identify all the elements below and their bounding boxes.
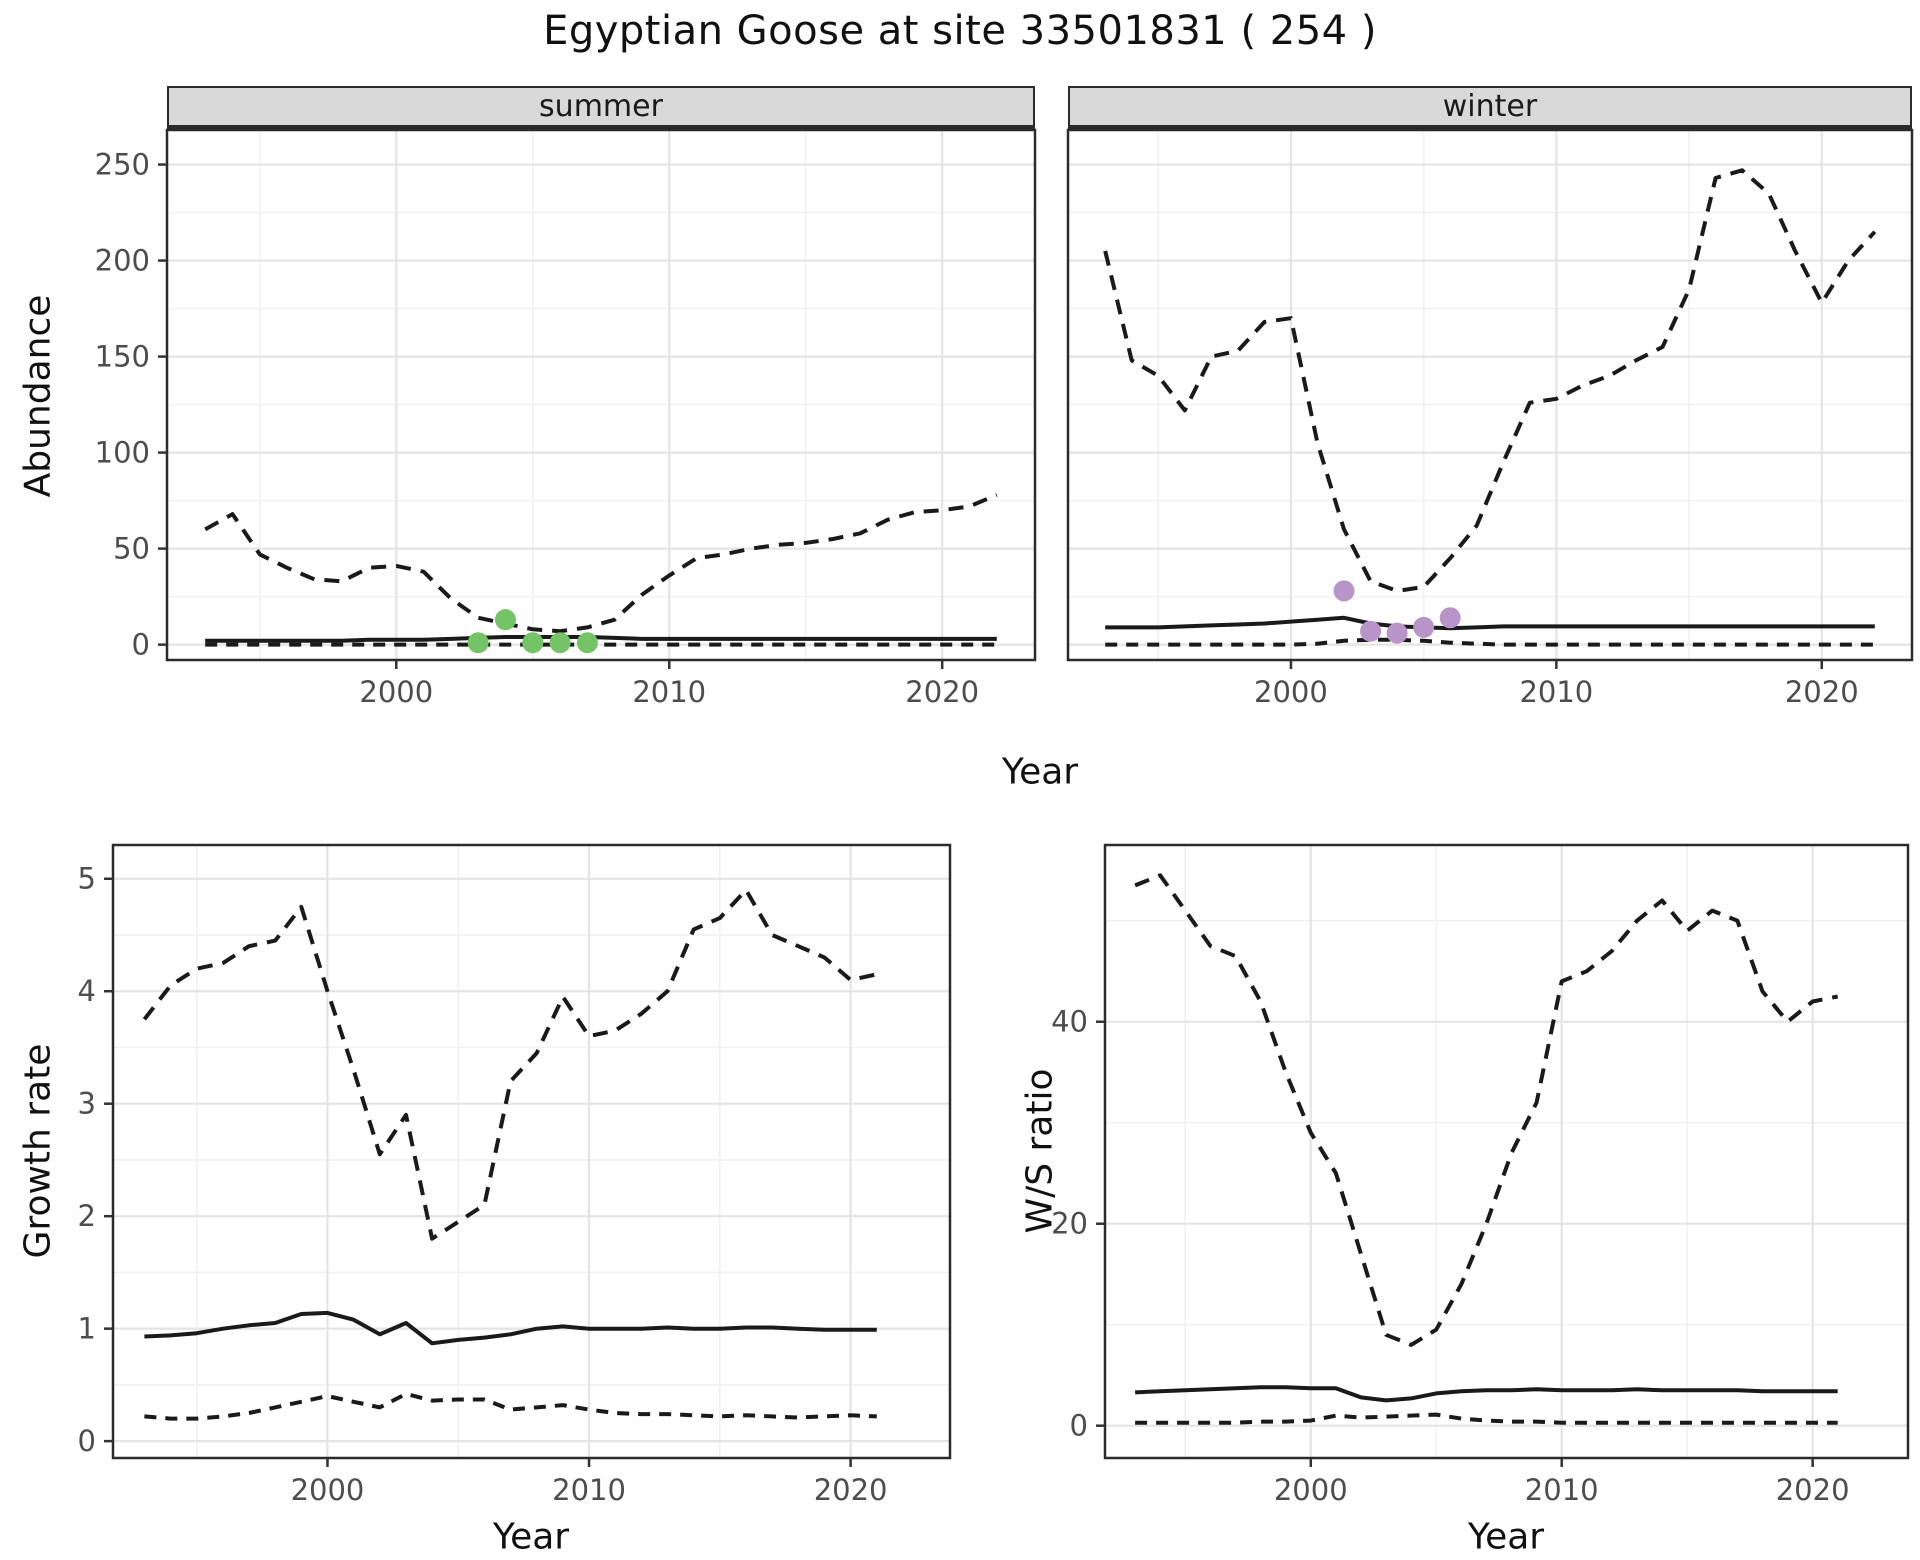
winter-x-tick-label: 2020 — [1785, 675, 1859, 709]
facet-strip-winter-label: winter — [1442, 89, 1538, 124]
observed-winter-counts-point — [1360, 620, 1382, 642]
growth-x-tick-label: 2010 — [552, 1473, 626, 1507]
growth-upper_ci-line — [142, 888, 878, 1241]
x-axis-title-growth-year: Year — [492, 1516, 570, 1558]
ws_ratio-y-tick-label: 20 — [1051, 1207, 1088, 1241]
summer-upper_ci-line — [204, 493, 998, 634]
growth-y-tick-label: 5 — [78, 862, 96, 896]
facet-strip-winter: winter — [1068, 86, 1912, 130]
observed-winter-counts-point — [1439, 607, 1461, 629]
summer-y-tick-label: 50 — [113, 532, 150, 566]
growth-x-tick-label: 2000 — [291, 1473, 365, 1507]
summer-x-tick-label: 2020 — [905, 675, 979, 709]
summer-x-tick-label: 2000 — [359, 675, 433, 709]
figure-title: Egyptian Goose at site 33501831 ( 254 ) — [543, 8, 1377, 54]
growth-panel: 2000 2010 2020 0 1 2 3 4 5 — [78, 843, 952, 1507]
observed-summer-counts-point — [494, 609, 516, 631]
facet-strip-summer-label: summer — [539, 89, 663, 124]
winter-median-line — [1105, 615, 1875, 631]
summer-panel: 2000 2010 2020 0 50 100 150 200 250 — [95, 128, 1037, 709]
observed-winter-counts-point — [1333, 580, 1355, 602]
winter-x-tick-label: 2000 — [1254, 675, 1328, 709]
ws_ratio-y-tick-label: 0 — [1070, 1409, 1088, 1443]
growth-y-tick-label: 0 — [78, 1424, 96, 1458]
growth-median-line — [144, 1310, 877, 1346]
summer-y-tick-label: 200 — [95, 244, 150, 278]
summer-y-tick-label: 150 — [95, 340, 150, 374]
y-axis-title-abundance: Abundance — [17, 294, 59, 498]
observed-summer-counts-point — [467, 632, 489, 654]
summer-y-tick-label: 250 — [95, 148, 150, 182]
ws_ratio-upper_ci-line — [1134, 873, 1839, 1347]
growth-y-tick-label: 4 — [78, 974, 96, 1008]
summer-x-tick-label: 2010 — [632, 675, 706, 709]
ws_ratio-median-line — [1135, 1385, 1838, 1403]
ws_ratio-x-tick-label: 2000 — [1274, 1473, 1348, 1507]
growth-lower_ci-line — [144, 1391, 877, 1421]
winter-lower_ci-line — [1105, 637, 1875, 647]
summer-median-line — [205, 635, 997, 643]
x-axis-title-ws-year: Year — [1467, 1516, 1545, 1558]
winter-x-tick-label: 2010 — [1519, 675, 1593, 709]
winter-upper_ci-line — [1103, 168, 1877, 593]
growth-y-tick-label: 2 — [78, 1199, 96, 1233]
growth-y-tick-label: 1 — [78, 1312, 96, 1346]
winter-panel: 2000 2010 2020 — [1066, 128, 1914, 709]
growth-x-tick-label: 2020 — [814, 1473, 888, 1507]
summer-y-tick-label: 100 — [95, 436, 150, 470]
facet-strip-summer: summer — [167, 86, 1035, 130]
growth-y-tick-label: 3 — [78, 1087, 96, 1121]
observed-summer-counts-point — [522, 632, 544, 654]
observed-summer-counts-point — [549, 632, 571, 654]
ws_ratio-panel: 2000 2010 2020 0 20 40 — [1051, 843, 1910, 1507]
summer-y-tick-label: 0 — [132, 628, 150, 662]
ws_ratio-x-tick-label: 2010 — [1525, 1473, 1599, 1507]
ws_ratio-y-tick-label: 40 — [1051, 1005, 1088, 1039]
observed-winter-counts-point — [1386, 622, 1408, 644]
observed-winter-counts-point — [1413, 616, 1435, 638]
ws_ratio-x-tick-label: 2020 — [1776, 1473, 1850, 1507]
observed-summer-counts-point — [576, 632, 598, 654]
x-axis-title-top-year: Year — [1001, 751, 1079, 793]
